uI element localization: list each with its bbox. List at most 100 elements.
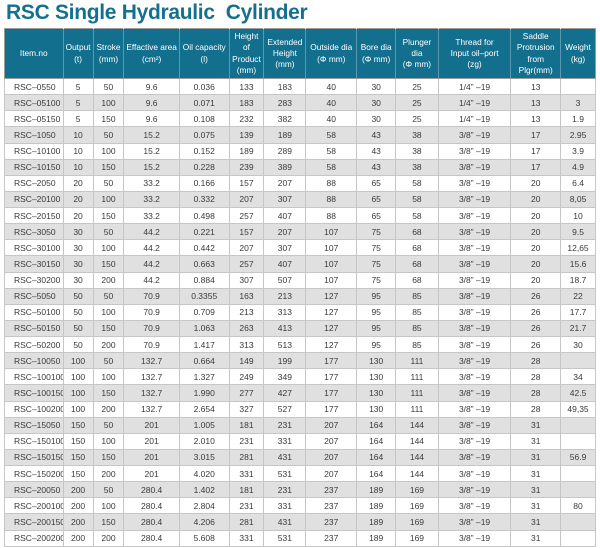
table-cell: 200 [92,464,125,483]
table-cell: 3/8” –19 [437,368,512,386]
table-cell: 231 [228,432,265,450]
table-cell: 1.990 [178,384,230,402]
table-cell: 20 [510,239,562,257]
table-cell: 88 [305,190,358,209]
table-cell: 107 [305,239,358,257]
table-row: RSC–150100 150 100 201 2.010 231 331 207 164 144 3… [4,432,596,450]
table-cell: 13 [510,110,562,128]
table-cell: 0.884 [178,271,230,289]
table-cell: 0.108 [178,110,230,128]
table-cell: 150 [92,384,125,402]
table-cell: 169 [395,529,439,547]
table-cell: 207 [305,464,358,483]
table-cell: 40 [305,94,358,112]
table-cell: 85 [395,287,439,305]
table-cell: 189 [263,126,307,144]
column-header-12: Weight (kg) [560,28,596,79]
table-row: RSC–50100 50 100 70.9 0.709 213 313 127 95 85 3/8”… [4,303,596,321]
table-cell: 4.020 [178,464,230,483]
table-cell: 9.6 [123,77,180,96]
table-cell: 15.2 [123,158,180,176]
table-cell: 107 [305,271,358,289]
table-cell: 181 [228,416,265,434]
item-no-cell: RSC–50100 [4,303,64,321]
table-cell: 163 [228,287,265,305]
table-cell: 3/8” –19 [437,497,512,515]
column-header-4: Oil capacity (l) [179,28,230,79]
table-cell: 3/8” –19 [437,384,512,402]
column-header-11: Saddle Protrusion from Plgr(mm) [510,28,562,79]
table-cell: 237 [305,529,358,547]
table-cell: 30 [62,271,94,289]
table-cell: 132.7 [123,352,180,370]
table-cell: 431 [263,448,307,467]
table-cell: 277 [228,384,265,402]
table-cell [560,432,596,450]
table-cell: 15.2 [123,142,180,160]
table-cell: 3.9 [560,142,596,160]
table-cell: 200 [92,400,125,418]
table-cell: 95 [356,287,397,305]
table-cell: 95 [356,303,397,321]
table-cell: 200 [62,497,94,515]
item-no-cell: RSC–20150 [4,206,64,225]
table-cell: 1.063 [178,319,230,338]
table-cell: 331 [228,529,265,547]
table-cell: 144 [395,448,439,467]
table-cell: 50 [62,319,94,338]
table-cell: 201 [123,464,180,483]
table-cell: 65 [356,174,397,192]
table-cell: 20 [510,255,562,273]
table-cell: 3/8” –19 [437,335,512,354]
table-cell: 33.2 [123,174,180,192]
table-cell: 207 [305,432,358,450]
table-cell: 50 [92,416,125,434]
table-cell: 0.498 [178,206,230,225]
table-cell: 1/4” –19 [437,77,512,96]
table-cell: 38 [395,126,439,144]
item-no-cell: RSC–0550 [4,77,64,96]
table-cell: 1.005 [178,416,230,434]
column-header-0: Item.no [4,28,64,79]
table-cell: 58 [305,158,358,176]
table-cell: 1/4” –19 [437,94,512,112]
table-cell: 40 [305,110,358,128]
table-cell: 3/8” –19 [437,223,512,241]
table-cell: 5.608 [178,529,230,547]
table-cell: 3/8” –19 [437,529,512,547]
table-cell: 207 [263,174,307,192]
table-cell: 0.332 [178,190,230,209]
table-cell: 0.442 [178,239,230,257]
table-cell: 1.402 [178,481,230,499]
table-cell: 20 [62,206,94,225]
table-cell: 107 [305,255,358,273]
table-cell: 207 [228,190,265,209]
table-cell: 42.5 [560,384,596,402]
table-cell: 85 [395,319,439,338]
table-cell: 327 [228,400,265,418]
table-row: RSC–0550 5 50 9.6 0.036 133 183 40 30 25 1/4” –19 1… [4,77,596,96]
table-cell: 213 [263,287,307,305]
table-row: RSC–20100 20 100 33.2 0.332 207 307 88 65 58 3/8” … [4,190,596,209]
item-no-cell: RSC–10150 [4,158,64,176]
table-cell: 50 [92,174,125,192]
table-cell: 26 [510,303,562,321]
table-cell: 181 [228,481,265,499]
table-cell: 3/8” –19 [437,142,512,160]
table-cell: 5 [62,77,94,96]
table-cell: 177 [305,368,358,386]
table-cell: 20 [62,174,94,192]
table-row: RSC–200200 200 200 280.4 5.608 331 531 237 189 16… [4,529,596,547]
table-cell: 50 [92,287,125,305]
table-cell: 111 [395,352,439,370]
table-cell: 207 [228,239,265,257]
table-cell: 2.804 [178,497,230,515]
table-cell: 26 [510,335,562,354]
table-cell: 5 [62,110,94,128]
table-cell: 10 [62,158,94,176]
item-no-cell: RSC–2050 [4,174,64,192]
item-no-cell: RSC–50200 [4,335,64,354]
table-cell: 58 [305,126,358,144]
table-cell: 189 [356,481,397,499]
item-no-cell: RSC–100200 [4,400,64,418]
